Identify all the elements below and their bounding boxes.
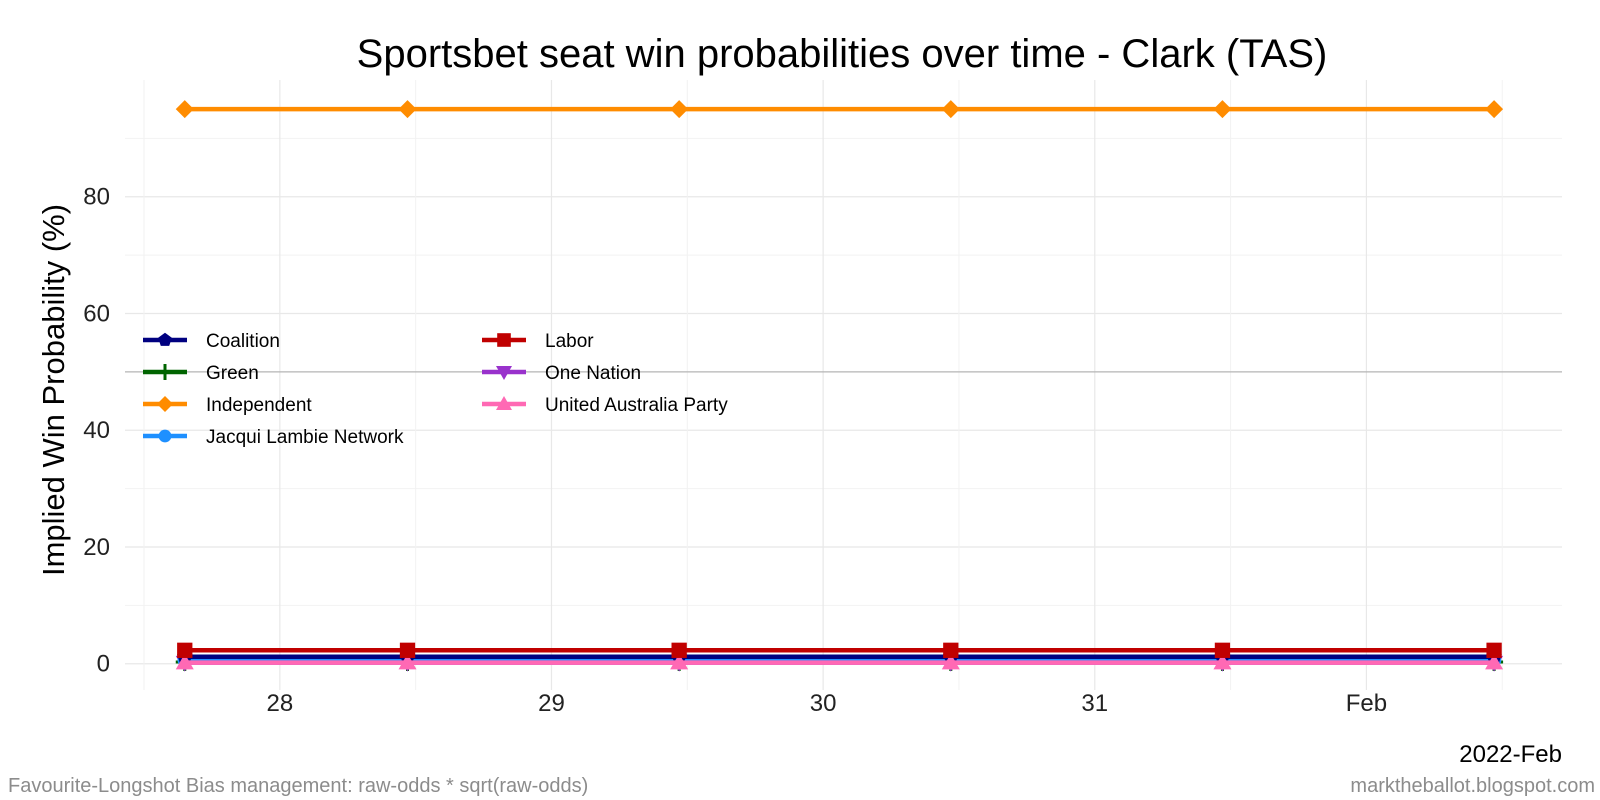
x-tick-label-29: 29 [538,690,565,717]
legend-marker-coalition [158,332,172,346]
legend: Coalition Green Independent Jacqui Lambie N… [143,331,728,448]
point-labor [1486,642,1502,658]
point-independent [1485,100,1504,119]
y-tick-label-20: 20 [83,534,110,561]
legend-label-labor: Labor [545,331,594,352]
point-labor [177,642,193,658]
legend-marker-labor [497,333,511,347]
series-labor [177,642,1502,658]
x-period-label: 2022-Feb [1459,741,1562,768]
legend-marker-jacqui-lambie-network [158,429,172,443]
legend-item-jacqui-lambie-network: Jacqui Lambie Network [143,427,404,448]
x-tick-label-31: 31 [1081,690,1108,717]
chart-title: Sportsbet seat win probabilities over ti… [357,32,1328,76]
x-tick-label-28: 28 [266,690,293,717]
point-independent [175,100,194,119]
point-independent [398,100,417,119]
legend-label-green: Green [206,363,259,384]
legend-item-united-australia-party: United Australia Party [482,395,728,416]
point-labor [943,642,959,658]
x-tick-label-Feb: Feb [1346,690,1387,717]
y-tick-label-40: 40 [83,417,110,444]
footer-note-left: Favourite-Longshot Bias management: raw-… [8,775,588,797]
x-tick-label-30: 30 [810,690,837,717]
x-tick-labels: 28 29 30 31 Feb [266,690,1387,717]
series-united-australia-party [175,653,1504,670]
y-tick-labels: 0 20 40 60 80 [83,184,110,678]
point-united-australia-party [398,653,417,670]
point-united-australia-party [175,653,194,670]
legend-item-one-nation: One Nation [482,363,641,384]
point-united-australia-party [941,653,960,670]
point-labor [399,642,416,658]
legend-label-united-australia-party: United Australia Party [545,395,728,416]
legend-item-independent: Independent [143,395,312,416]
point-independent [1213,100,1232,119]
legend-marker-green [157,364,173,380]
legend-item-green: Green [143,363,259,384]
y-tick-label-0: 0 [97,651,110,678]
footer-site-right: marktheballot.blogspot.com [1350,775,1595,797]
legend-item-labor: Labor [482,331,594,352]
y-tick-label-80: 80 [83,184,110,211]
y-axis-label: Implied Win Probability (%) [36,204,71,576]
legend-marker-one-nation [496,366,512,380]
point-independent [941,100,960,119]
point-united-australia-party [1213,653,1232,670]
point-labor [1214,642,1231,658]
series-layer [175,100,1504,672]
legend-label-one-nation: One Nation [545,363,641,384]
legend-marker-independent [157,396,173,412]
legend-item-coalition: Coalition [143,331,280,352]
legend-label-jacqui-lambie-network: Jacqui Lambie Network [206,427,404,448]
point-labor [671,642,687,658]
legend-label-independent: Independent [206,395,312,416]
point-united-australia-party [670,653,689,670]
legend-label-coalition: Coalition [206,331,280,352]
point-independent [670,100,689,119]
legend-marker-united-australia-party [496,396,512,410]
series-independent [175,100,1504,119]
y-tick-label-60: 60 [83,300,110,327]
point-united-australia-party [1485,653,1504,670]
